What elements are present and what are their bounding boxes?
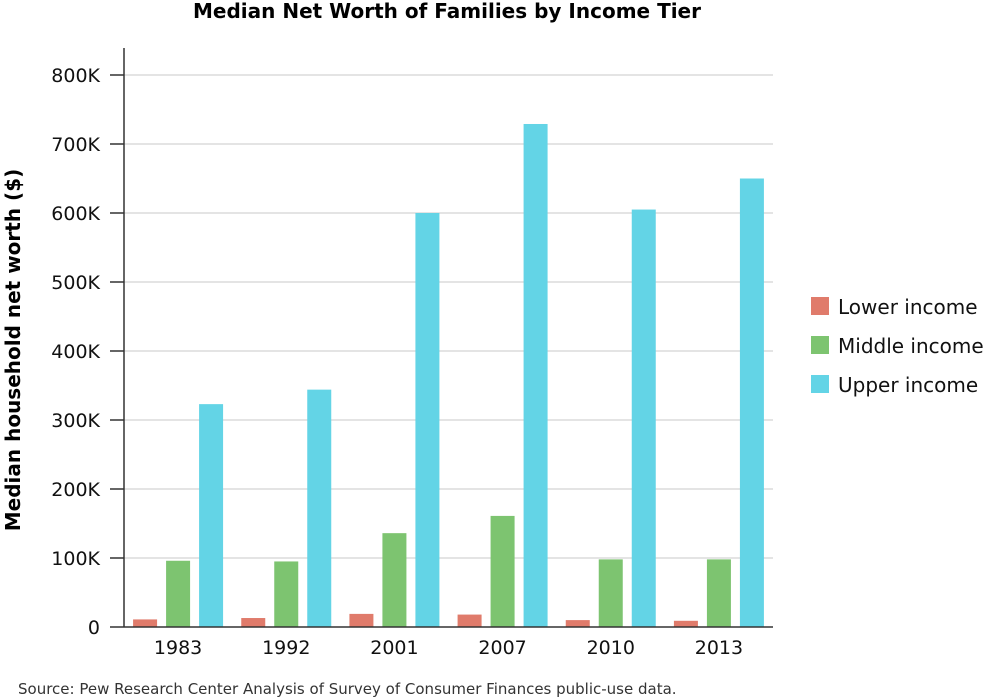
y-tick-label: 700K bbox=[51, 134, 100, 156]
y-axis-label: Median household net worth ($) bbox=[1, 169, 25, 532]
legend-swatch bbox=[811, 375, 829, 393]
y-axis-ticks: 0 100K 200K 300K 400K 500K 600K 700K 800K bbox=[51, 65, 124, 639]
bar-upper-income-2001 bbox=[415, 213, 440, 627]
legend-label: Middle income bbox=[838, 334, 984, 358]
y-tick-label: 0 bbox=[88, 617, 100, 639]
bar-middle-income-1992 bbox=[274, 561, 299, 627]
x-axis-ticks: 1983 1992 2001 2007 2010 2013 bbox=[154, 637, 743, 659]
y-tick-label: 600K bbox=[51, 203, 100, 225]
x-tick-label: 2001 bbox=[370, 637, 418, 659]
bar-middle-income-2010 bbox=[598, 559, 623, 627]
bar-middle-income-2007 bbox=[490, 515, 515, 627]
bar-upper-income-1992 bbox=[307, 389, 332, 627]
bar-lower-income-2007 bbox=[457, 614, 482, 627]
bar-lower-income-2001 bbox=[349, 613, 374, 627]
y-tick-label: 800K bbox=[51, 65, 100, 87]
y-tick-label: 400K bbox=[51, 341, 100, 363]
x-tick-label: 1992 bbox=[262, 637, 310, 659]
bar-middle-income-2013 bbox=[706, 559, 731, 627]
legend-label: Lower income bbox=[838, 295, 978, 319]
bar-lower-income-2013 bbox=[673, 620, 698, 627]
y-tick-label: 100K bbox=[51, 548, 100, 570]
legend-label: Upper income bbox=[838, 373, 978, 397]
bar-lower-income-2010 bbox=[565, 620, 590, 627]
legend-swatch bbox=[811, 297, 829, 315]
chart-title: Median Net Worth of Families by Income T… bbox=[193, 0, 701, 23]
bar-middle-income-2001 bbox=[382, 533, 407, 627]
x-tick-label: 1983 bbox=[154, 637, 202, 659]
y-tick-label: 500K bbox=[51, 272, 100, 294]
y-tick-label: 200K bbox=[51, 479, 100, 501]
bar-upper-income-1983 bbox=[199, 404, 224, 627]
bar-lower-income-1992 bbox=[241, 618, 266, 627]
bar-upper-income-2007 bbox=[523, 123, 548, 628]
bar-middle-income-1983 bbox=[166, 560, 191, 627]
legend: Lower income Middle income Upper income bbox=[811, 295, 984, 397]
bar-lower-income-1983 bbox=[133, 619, 158, 627]
source-note: Source: Pew Research Center Analysis of … bbox=[18, 680, 677, 698]
bars bbox=[133, 123, 764, 628]
x-tick-label: 2013 bbox=[695, 637, 743, 659]
legend-swatch bbox=[811, 336, 829, 354]
y-tick-label: 300K bbox=[51, 410, 100, 432]
x-tick-label: 2010 bbox=[587, 637, 635, 659]
bar-upper-income-2010 bbox=[631, 209, 656, 628]
gridlines bbox=[124, 74, 773, 559]
bar-upper-income-2013 bbox=[739, 178, 764, 627]
x-tick-label: 2007 bbox=[478, 637, 526, 659]
